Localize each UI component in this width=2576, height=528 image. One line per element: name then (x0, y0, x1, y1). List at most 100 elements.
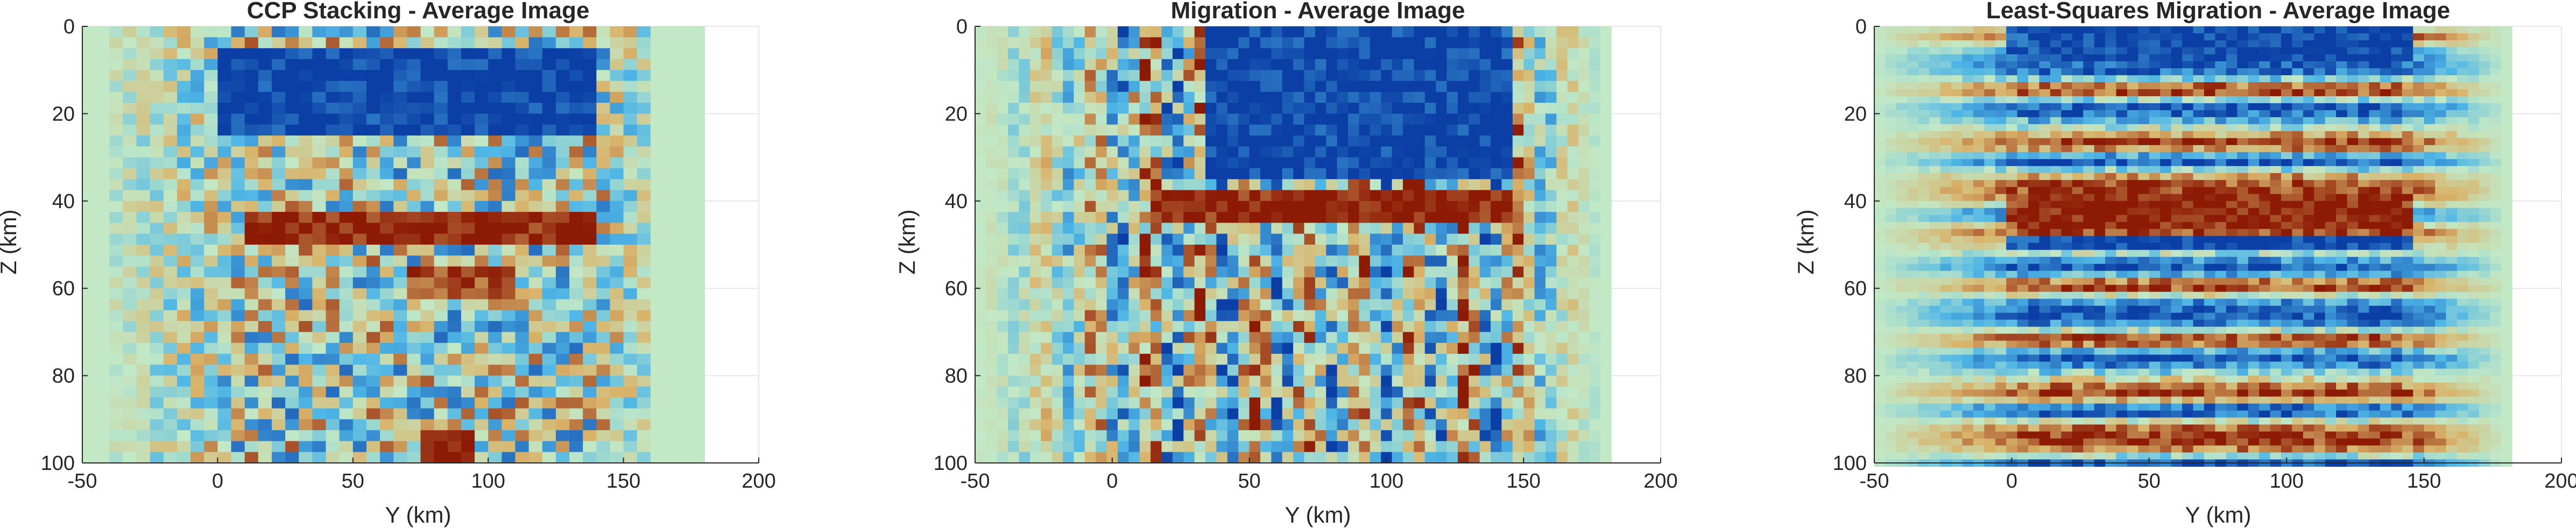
heatmap-cell (217, 266, 232, 278)
heatmap-cell (434, 277, 448, 289)
heatmap-cell (393, 365, 407, 376)
heatmap-cell (1063, 91, 1075, 103)
heatmap-cell (515, 386, 530, 398)
heatmap-cell (204, 201, 218, 212)
heatmap-cell (1951, 187, 1963, 195)
heatmap-cell (650, 81, 665, 92)
heatmap-cell (1238, 452, 1250, 463)
heatmap-cell (528, 70, 543, 82)
heatmap-cell (1348, 375, 1360, 387)
heatmap-cell (1271, 157, 1283, 169)
heatmap-cell (650, 408, 665, 420)
heatmap-cell (1402, 233, 1414, 245)
heatmap-cell (177, 103, 191, 114)
heatmap-cell (1293, 375, 1305, 387)
heatmap-cell (285, 277, 299, 289)
heatmap-cell (217, 212, 232, 223)
heatmap-cell (1545, 124, 1557, 136)
heatmap-cell (475, 452, 489, 463)
heatmap-cell (96, 37, 110, 49)
heatmap-image (975, 26, 1612, 463)
heatmap-cell (271, 212, 286, 223)
heatmap-cell (1512, 59, 1524, 70)
heatmap-cell (163, 321, 178, 332)
heatmap-cell (997, 157, 1008, 169)
heatmap-cell (1414, 26, 1425, 38)
heatmap-cell (1479, 266, 1491, 278)
heatmap-cell (502, 386, 516, 398)
heatmap-cell (136, 397, 151, 409)
heatmap-cell (1348, 299, 1360, 311)
heatmap-cell (1578, 441, 1590, 453)
heatmap-cell (1172, 332, 1184, 344)
heatmap-cell (664, 168, 678, 180)
heatmap-cell (1918, 75, 1930, 83)
heatmap-cell (434, 408, 448, 420)
heatmap-cell (1029, 179, 1041, 191)
heatmap-cell (1359, 124, 1371, 136)
heatmap-cell (1293, 157, 1305, 169)
heatmap-cell (1578, 91, 1590, 103)
heatmap-cell (1896, 347, 1908, 355)
heatmap-cell (528, 26, 543, 38)
heatmap-cell (1117, 288, 1129, 300)
heatmap-cell (1896, 117, 1908, 125)
heatmap-cell (1348, 441, 1360, 453)
heatmap-cell (1951, 389, 1963, 397)
heatmap-cell (380, 354, 394, 365)
heatmap-cell (204, 419, 218, 431)
heatmap-cell (1446, 233, 1458, 245)
heatmap-cell (177, 179, 191, 191)
heatmap-cell (1074, 37, 1085, 49)
heatmap-cell (393, 343, 407, 354)
heatmap-cell (312, 288, 327, 300)
heatmap-cell (1271, 354, 1283, 365)
heatmap-cell (1896, 382, 1908, 390)
heatmap-cell (1392, 124, 1403, 136)
heatmap-cell (352, 48, 367, 60)
heatmap-cell (352, 386, 367, 398)
heatmap-cell (96, 70, 110, 82)
heatmap-cell (1578, 288, 1590, 300)
heatmap-cell (1951, 117, 1963, 125)
heatmap-cell (299, 179, 313, 191)
heatmap-cell (1337, 233, 1349, 245)
heatmap-cell (1008, 103, 1020, 114)
heatmap-cell (1084, 179, 1096, 191)
heatmap-cell (285, 288, 299, 300)
heatmap-cell (542, 310, 556, 322)
heatmap-cell (650, 277, 665, 289)
heatmap-cell (1896, 145, 1908, 153)
heatmap-cell (1271, 233, 1283, 245)
heatmap-cell (1260, 223, 1272, 234)
heatmap-cell (1271, 201, 1283, 212)
heatmap-cell (637, 299, 651, 311)
heatmap-cell (123, 157, 137, 169)
heatmap-cell (1896, 215, 1908, 223)
heatmap-cell (1315, 223, 1326, 234)
heatmap-cell (1019, 408, 1031, 420)
heatmap-cell (475, 430, 489, 441)
heatmap-cell (461, 212, 475, 223)
heatmap-cell (1984, 284, 1996, 292)
heatmap-cell (366, 343, 380, 354)
heatmap-cell (1995, 201, 2007, 209)
heatmap-cell (1128, 299, 1140, 311)
heatmap-cell (1951, 270, 1963, 279)
heatmap-cell (691, 408, 705, 420)
heatmap-cell (1414, 386, 1425, 398)
heatmap-cell (312, 452, 327, 463)
heatmap-cell (1984, 319, 1996, 327)
heatmap-cell (434, 91, 448, 103)
heatmap-cell (1315, 212, 1326, 223)
heatmap-cell (691, 375, 705, 387)
heatmap-cell (1161, 48, 1173, 60)
heatmap-cell (1940, 347, 1952, 355)
heatmap-cell (204, 375, 218, 387)
heatmap-cell (204, 135, 218, 147)
heatmap-cell (447, 419, 462, 431)
heatmap-cell (677, 91, 691, 103)
heatmap-cell (1216, 59, 1228, 70)
heatmap-cell (1929, 61, 1941, 69)
heatmap-cell (1084, 233, 1096, 245)
